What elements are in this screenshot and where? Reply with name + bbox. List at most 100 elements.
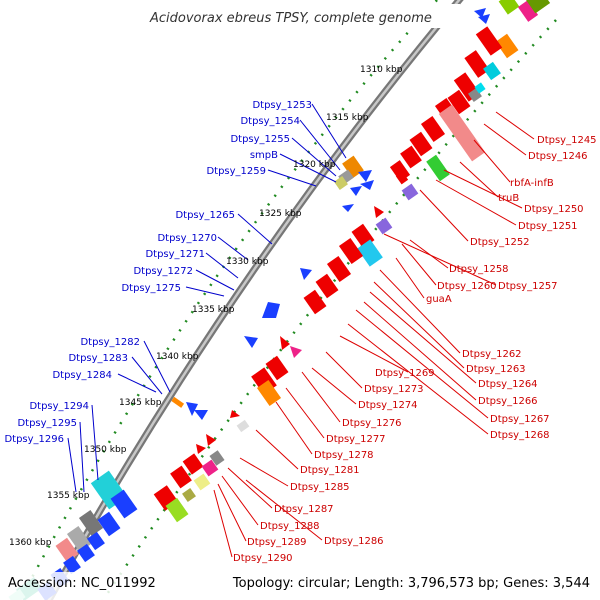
gene-label: Dtpsy_1252 bbox=[470, 237, 530, 248]
gene-block bbox=[171, 396, 185, 408]
gene-label: Dtpsy_1245 bbox=[537, 135, 597, 146]
gene-label: Dtpsy_1275 bbox=[121, 283, 181, 294]
gene-label: Dtpsy_1254 bbox=[240, 116, 300, 127]
gene-arrow bbox=[196, 444, 206, 454]
gene-label: Dtpsy_1289 bbox=[247, 537, 307, 548]
gene-label: Dtpsy_1268 bbox=[490, 430, 550, 441]
gene-features bbox=[8, 0, 551, 600]
gene-label: Dtpsy_1267 bbox=[490, 414, 550, 425]
gene-label: Dtpsy_1274 bbox=[358, 400, 418, 411]
gene-label: Dtpsy_1278 bbox=[314, 450, 374, 461]
gene-label: Dtpsy_1272 bbox=[133, 266, 193, 277]
gene-block bbox=[182, 453, 204, 475]
gene-block bbox=[498, 0, 520, 15]
gene-block bbox=[209, 450, 225, 466]
gene-arrow bbox=[206, 434, 216, 446]
gene-label: Dtpsy_1251 bbox=[518, 221, 578, 232]
gene-label: Dtpsy_1295 bbox=[17, 418, 77, 429]
gene-block bbox=[475, 26, 503, 56]
gene-arrow bbox=[262, 302, 280, 318]
gene-block bbox=[97, 511, 121, 537]
gene-label: Dtpsy_1265 bbox=[175, 210, 235, 221]
gene-block bbox=[77, 543, 95, 563]
scale-label: 1335 kbp bbox=[192, 305, 235, 315]
gene-label: Dtpsy_1290 bbox=[233, 553, 293, 564]
scale-label: 1315 kbp bbox=[326, 113, 369, 123]
gene-label: Dtpsy_1294 bbox=[29, 401, 89, 412]
title-backdrop bbox=[140, 4, 460, 28]
gene-label: Dtpsy_1285 bbox=[290, 482, 350, 493]
accession-text: Accession: NC_011992 bbox=[8, 576, 156, 591]
gene-block bbox=[315, 273, 339, 299]
left-gene-labels: Dtpsy_1253 Dtpsy_1254 Dtpsy_1255 smpB Dt… bbox=[4, 100, 312, 445]
backbone bbox=[45, 0, 464, 600]
right-gene-labels: Dtpsy_1245 Dtpsy_1246 rbfA-infB truB Dtp… bbox=[233, 135, 597, 564]
gene-block bbox=[401, 183, 419, 201]
gene-arrow bbox=[244, 336, 258, 348]
scale-labels: 1310 kbp 1315 kbp 1320 kbp 1325 kbp 1330… bbox=[9, 65, 403, 548]
gene-block bbox=[447, 89, 471, 115]
gene-arrow bbox=[194, 410, 208, 420]
gene-arrow bbox=[290, 346, 302, 358]
gene-arrow bbox=[478, 14, 490, 24]
footer-backdrop bbox=[0, 572, 600, 600]
gene-block bbox=[357, 239, 383, 267]
gene-label: Dtpsy_1246 bbox=[528, 151, 588, 162]
topology-text: Topology: circular; Length: 3,796,573 bp… bbox=[232, 576, 590, 591]
gene-label: Dtpsy_1281 bbox=[300, 465, 360, 476]
gene-arrow bbox=[360, 180, 374, 190]
gene-block bbox=[426, 154, 450, 182]
gene-label: Dtpsy_1286 bbox=[324, 536, 384, 547]
gene-label: Dtpsy_1253 bbox=[252, 100, 312, 111]
scale-label: 1340 kbp bbox=[156, 352, 199, 362]
gene-block bbox=[110, 489, 138, 519]
scale-label: 1325 kbp bbox=[259, 209, 302, 219]
gene-block bbox=[303, 289, 327, 315]
gene-block bbox=[182, 488, 196, 502]
gene-label: Dtpsy_1288 bbox=[260, 521, 320, 532]
gene-label: Dtpsy_1257 bbox=[498, 281, 558, 292]
gene-block bbox=[165, 497, 189, 523]
gene-label: Dtpsy_1263 bbox=[466, 364, 526, 375]
scale-label: 1355 kbp bbox=[47, 491, 90, 501]
gene-block bbox=[326, 255, 352, 283]
gene-block bbox=[193, 473, 211, 491]
gene-arrow bbox=[358, 170, 372, 182]
gene-label: Dtpsy_1262 bbox=[462, 349, 522, 360]
gene-label: Dtpsy_1283 bbox=[68, 353, 128, 364]
gene-arrow bbox=[342, 204, 354, 212]
gene-label: Dtpsy_1259 bbox=[206, 166, 266, 177]
right-callouts bbox=[213, 111, 535, 558]
gene-block bbox=[265, 355, 289, 381]
gene-arrow bbox=[300, 268, 312, 280]
gene-block bbox=[474, 82, 486, 94]
gene-arrow bbox=[186, 402, 198, 416]
scale-label: 1360 kbp bbox=[9, 538, 52, 548]
gene-block bbox=[236, 419, 250, 433]
gene-label: Dtpsy_1269 bbox=[375, 368, 435, 379]
gene-block bbox=[63, 555, 81, 575]
gene-label: Dtpsy_1276 bbox=[342, 418, 402, 429]
gene-label: Dtpsy_1296 bbox=[4, 434, 64, 445]
gene-block bbox=[420, 115, 446, 143]
gene-label: truB bbox=[498, 193, 519, 204]
gene-block bbox=[87, 531, 105, 551]
scale-label: 1310 kbp bbox=[360, 65, 403, 75]
scale-label: 1320 kbp bbox=[293, 160, 336, 170]
gene-arrow bbox=[350, 186, 362, 196]
gene-label: Dtpsy_1258 bbox=[449, 264, 509, 275]
gene-label: Dtpsy_1271 bbox=[145, 249, 205, 260]
gene-arrow bbox=[230, 410, 240, 418]
gene-arrow bbox=[374, 206, 384, 218]
gene-block bbox=[464, 50, 490, 78]
gene-block bbox=[495, 33, 519, 59]
gene-block bbox=[517, 0, 539, 22]
gene-label: rbfA-infB bbox=[510, 178, 554, 189]
gene-block bbox=[395, 171, 409, 185]
gene-label: Dtpsy_1255 bbox=[230, 134, 290, 145]
gene-block bbox=[409, 131, 433, 157]
gene-block bbox=[338, 237, 364, 265]
scale-label: 1330 kbp bbox=[226, 257, 269, 267]
gene-label: guaA bbox=[426, 294, 452, 305]
gene-block bbox=[523, 0, 551, 14]
